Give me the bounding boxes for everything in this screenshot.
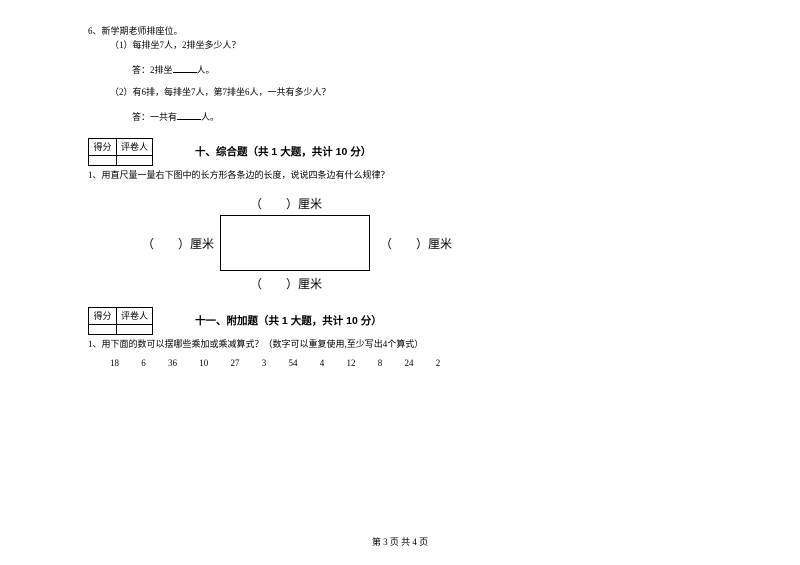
unit-cm: 厘米 [428, 237, 452, 251]
paren-blank: （ ） [142, 237, 190, 251]
num-item: 27 [231, 356, 240, 370]
rect-label-bottom: （ ）厘米 [250, 275, 322, 294]
rectangle-box [220, 215, 370, 271]
q6-stem: 6、新学期老师排座位。 [88, 24, 712, 38]
section-11-q1: 1、用下面的数可以摆哪些乘加或乘减算式？（数字可以重复使用,至少写出4个算式） [88, 337, 712, 351]
score-col-marker: 评卷人 [117, 138, 153, 155]
score-table: 得分 评卷人 [88, 307, 153, 335]
unit-cm: 厘米 [298, 197, 322, 211]
num-item: 6 [141, 356, 146, 370]
paren-blank: （ ） [250, 277, 298, 291]
section-10-title: 十、综合题（共 1 大题，共计 10 分） [153, 144, 371, 161]
blank-underline [177, 110, 201, 120]
paren-blank: （ ） [250, 197, 298, 211]
score-blank [89, 156, 117, 166]
num-item: 12 [347, 356, 356, 370]
num-item: 4 [320, 356, 325, 370]
q6-answer1: 答：2排坐 人。 [88, 63, 712, 77]
q6-a2-suffix: 人。 [201, 112, 219, 122]
rect-label-right: （ ）厘米 [380, 235, 452, 254]
section-11-title: 十一、附加题（共 1 大题，共计 10 分） [153, 313, 382, 330]
rectangle-figure: （ ）厘米 （ ）厘米 （ ）厘米 （ ）厘米 [148, 193, 448, 293]
q6-a1-prefix: 答：2排坐 [132, 65, 173, 75]
marker-blank [117, 325, 153, 335]
page-footer: 第 3 页 共 4 页 [0, 535, 800, 549]
score-blank [89, 325, 117, 335]
number-row: 18 6 36 10 27 3 54 4 12 8 24 2 [88, 356, 712, 370]
section-10-q1: 1、用直尺量一量右下图中的长方形各条边的长度，说说四条边有什么规律？ [88, 168, 712, 182]
q6-answer2: 答：一共有 人。 [88, 110, 712, 124]
score-col-marker: 评卷人 [117, 307, 153, 324]
num-item: 8 [378, 356, 383, 370]
question-6: 6、新学期老师排座位。 （1）每排坐7人，2排坐多少人？ 答：2排坐人。 （2）… [88, 24, 712, 124]
q6-part1: （1）每排坐7人，2排坐多少人？ [88, 38, 712, 52]
section-10-header: 得分 评卷人 十、综合题（共 1 大题，共计 10 分） [88, 138, 712, 166]
section-11-header: 得分 评卷人 十一、附加题（共 1 大题，共计 10 分） [88, 307, 712, 335]
num-item: 18 [110, 356, 119, 370]
blank-underline [173, 63, 197, 73]
num-item: 24 [405, 356, 414, 370]
num-item: 36 [168, 356, 177, 370]
q6-a2-prefix: 答：一共有 [132, 112, 177, 122]
page: 6、新学期老师排座位。 （1）每排坐7人，2排坐多少人？ 答：2排坐人。 （2）… [0, 0, 800, 565]
rect-label-left: （ ）厘米 [142, 235, 214, 254]
q6-part2: （2）有6排，每排坐7人，第7排坐6人，一共有多少人？ [88, 85, 712, 99]
num-item: 3 [262, 356, 267, 370]
q6-a1-suffix: 人。 [197, 65, 215, 75]
num-item: 10 [199, 356, 208, 370]
rect-label-top: （ ）厘米 [250, 195, 322, 214]
score-col-score: 得分 [89, 307, 117, 324]
unit-cm: 厘米 [190, 237, 214, 251]
paren-blank: （ ） [380, 237, 428, 251]
marker-blank [117, 156, 153, 166]
score-table: 得分 评卷人 [88, 138, 153, 166]
num-item: 54 [289, 356, 298, 370]
num-item: 2 [436, 356, 441, 370]
unit-cm: 厘米 [298, 277, 322, 291]
score-col-score: 得分 [89, 138, 117, 155]
